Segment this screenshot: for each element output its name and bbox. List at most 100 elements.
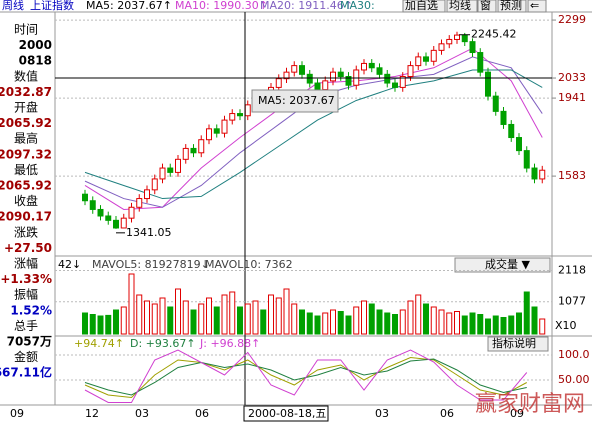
- volume-bar: [361, 300, 367, 335]
- candle-body: [492, 95, 499, 112]
- toolbar-button-label[interactable]: 均线: [449, 0, 471, 12]
- tooltip-box: [251, 89, 339, 113]
- volume-bar: [322, 312, 329, 335]
- ma-line: [84, 69, 543, 200]
- candle-body: [221, 119, 228, 134]
- candle-body: [89, 200, 96, 210]
- candle-body: [361, 62, 367, 71]
- candle-body: [128, 206, 135, 219]
- help-button[interactable]: [487, 336, 549, 352]
- candle-body: [477, 52, 484, 73]
- volume-bar: [384, 312, 391, 335]
- candle-body: [322, 80, 329, 91]
- info-text: +1.33%: [0, 272, 52, 286]
- tooltip-text: MA5: 2037.67: [258, 94, 335, 107]
- x-tick-label: 2000-08-18,五: [248, 407, 326, 420]
- candle-body: [291, 65, 298, 73]
- volume-bar: [446, 312, 453, 335]
- volume-bar: [337, 311, 344, 335]
- candle-body: [531, 167, 538, 180]
- candle-body: [198, 139, 205, 154]
- indicator-selector-label[interactable]: 成交量 ▼: [485, 257, 530, 271]
- y-tick-label: 1077: [558, 295, 586, 308]
- volume-header: MAVOL5: 81927819↓: [92, 258, 210, 271]
- x-tick-label: 03: [135, 407, 149, 420]
- candle-body: [430, 49, 437, 62]
- ma-value: MA20: 1911.46↑: [260, 0, 353, 12]
- info-text: 1.52%: [10, 303, 52, 317]
- info-text: 金额: [14, 349, 38, 364]
- candle-body: [376, 67, 383, 75]
- volume-bar: [136, 294, 143, 335]
- candle-body: [330, 71, 336, 82]
- help-button-label[interactable]: 指标说明: [492, 336, 536, 350]
- toolbar-button[interactable]: [527, 0, 547, 13]
- candle-body: [446, 38, 453, 45]
- volume-bar: [89, 314, 96, 335]
- toolbar-button[interactable]: [402, 0, 446, 13]
- indicator-selector[interactable]: [454, 257, 551, 273]
- candle-body: [244, 104, 251, 117]
- candle-body: [523, 150, 530, 169]
- candle-body: [190, 147, 197, 154]
- volume-bar: [283, 288, 290, 335]
- volume-bar: [500, 317, 507, 335]
- volume-bar: [353, 306, 360, 335]
- volume-bar: [430, 306, 437, 335]
- volume-bar: [477, 314, 484, 335]
- candle-body: [368, 62, 375, 69]
- candle-body: [539, 169, 546, 180]
- x-tick-label: 12: [85, 407, 99, 420]
- info-text: 2090.17: [0, 210, 52, 224]
- info-text: 总手: [14, 319, 38, 333]
- y-tick-label: 50.00: [558, 373, 590, 386]
- info-text: 0818: [19, 54, 52, 68]
- volume-bar: [151, 303, 158, 335]
- candle-body: [461, 34, 468, 43]
- toolbar-button-label[interactable]: ⇐: [530, 0, 539, 12]
- volume-bar: [299, 309, 305, 335]
- volume-bar: [407, 300, 414, 335]
- y-tick-label: 2118: [558, 263, 586, 276]
- ma-value: MA5: 2037.67↑: [86, 0, 172, 12]
- toolbar-button[interactable]: [446, 0, 478, 13]
- volume-header: 42↓: [58, 258, 81, 271]
- candle-body: [144, 189, 150, 200]
- date-highlight: [243, 405, 329, 422]
- toolbar-button-label[interactable]: 预测: [500, 0, 522, 12]
- volume-bar: [244, 303, 251, 335]
- volume-bar: [175, 288, 181, 335]
- toolbar-button[interactable]: [497, 0, 527, 13]
- volume-bar: [306, 312, 313, 335]
- info-text: 时间: [14, 23, 38, 37]
- info-text: +27.50: [4, 241, 52, 255]
- info-text: 数值: [14, 68, 38, 83]
- volume-bar: [221, 294, 228, 335]
- volume-bar: [314, 315, 321, 335]
- y-tick-label: 2299: [558, 13, 586, 26]
- volume-bar: [438, 309, 445, 335]
- candle-body: [82, 193, 88, 202]
- toolbar-button-label[interactable]: 加自选: [405, 0, 438, 12]
- candle-body: [105, 215, 112, 221]
- candle-body: [469, 41, 476, 54]
- x-tick-label: 06: [195, 407, 209, 420]
- info-text: 2097.32: [0, 147, 52, 161]
- volume-bar: [539, 318, 546, 335]
- volume-bar: [113, 309, 119, 335]
- toolbar-button[interactable]: [477, 0, 497, 13]
- volume-bar: [190, 309, 197, 335]
- y-tick-label: 2033: [558, 71, 586, 84]
- info-text: 收盘: [14, 193, 38, 208]
- volume-bar: [454, 311, 460, 335]
- candle-body: [306, 73, 313, 84]
- kdj-header: J: +96.88↑: [199, 337, 260, 350]
- volume-bar: [252, 300, 259, 335]
- info-text: 涨幅: [14, 256, 38, 271]
- high-annotation: 2245.42: [471, 28, 517, 41]
- toolbar-button-label[interactable]: 窗: [480, 0, 491, 12]
- candle-body: [167, 167, 174, 173]
- volume-bar: [508, 315, 515, 335]
- candle-body: [151, 178, 158, 191]
